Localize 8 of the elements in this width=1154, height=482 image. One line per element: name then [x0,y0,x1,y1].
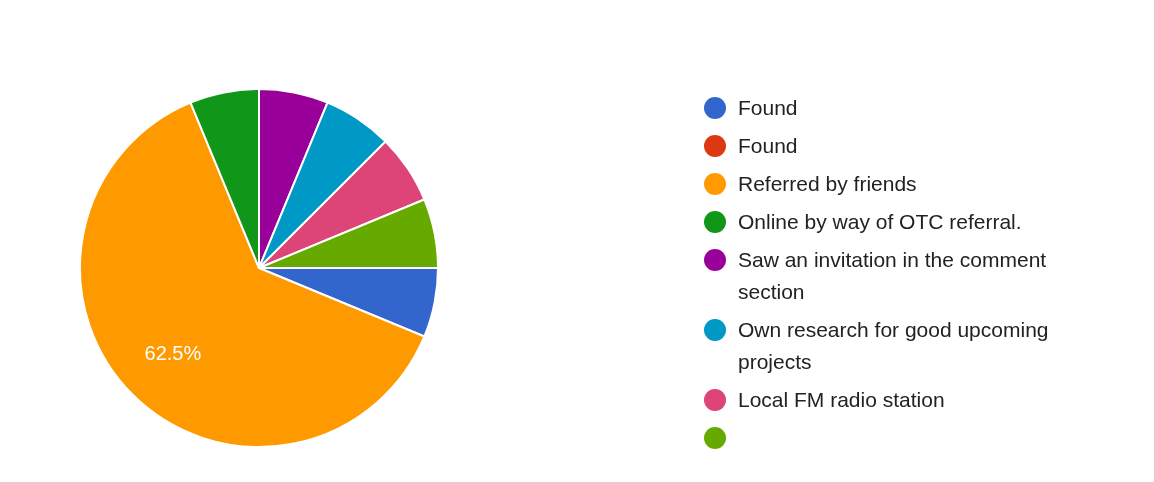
legend-label: Own research for good upcoming projects [738,317,1050,375]
legend-label: Referred by friends [738,171,918,197]
legend-label: Local FM radio station [738,387,946,413]
legend-label: Online by way of OTC referral. [738,209,1023,235]
legend-label: Found [738,133,799,159]
legend-label: Found [738,95,799,121]
data-label: 62.5% [144,341,202,364]
legend-label: Saw an invitation in the comment section [738,247,1048,305]
